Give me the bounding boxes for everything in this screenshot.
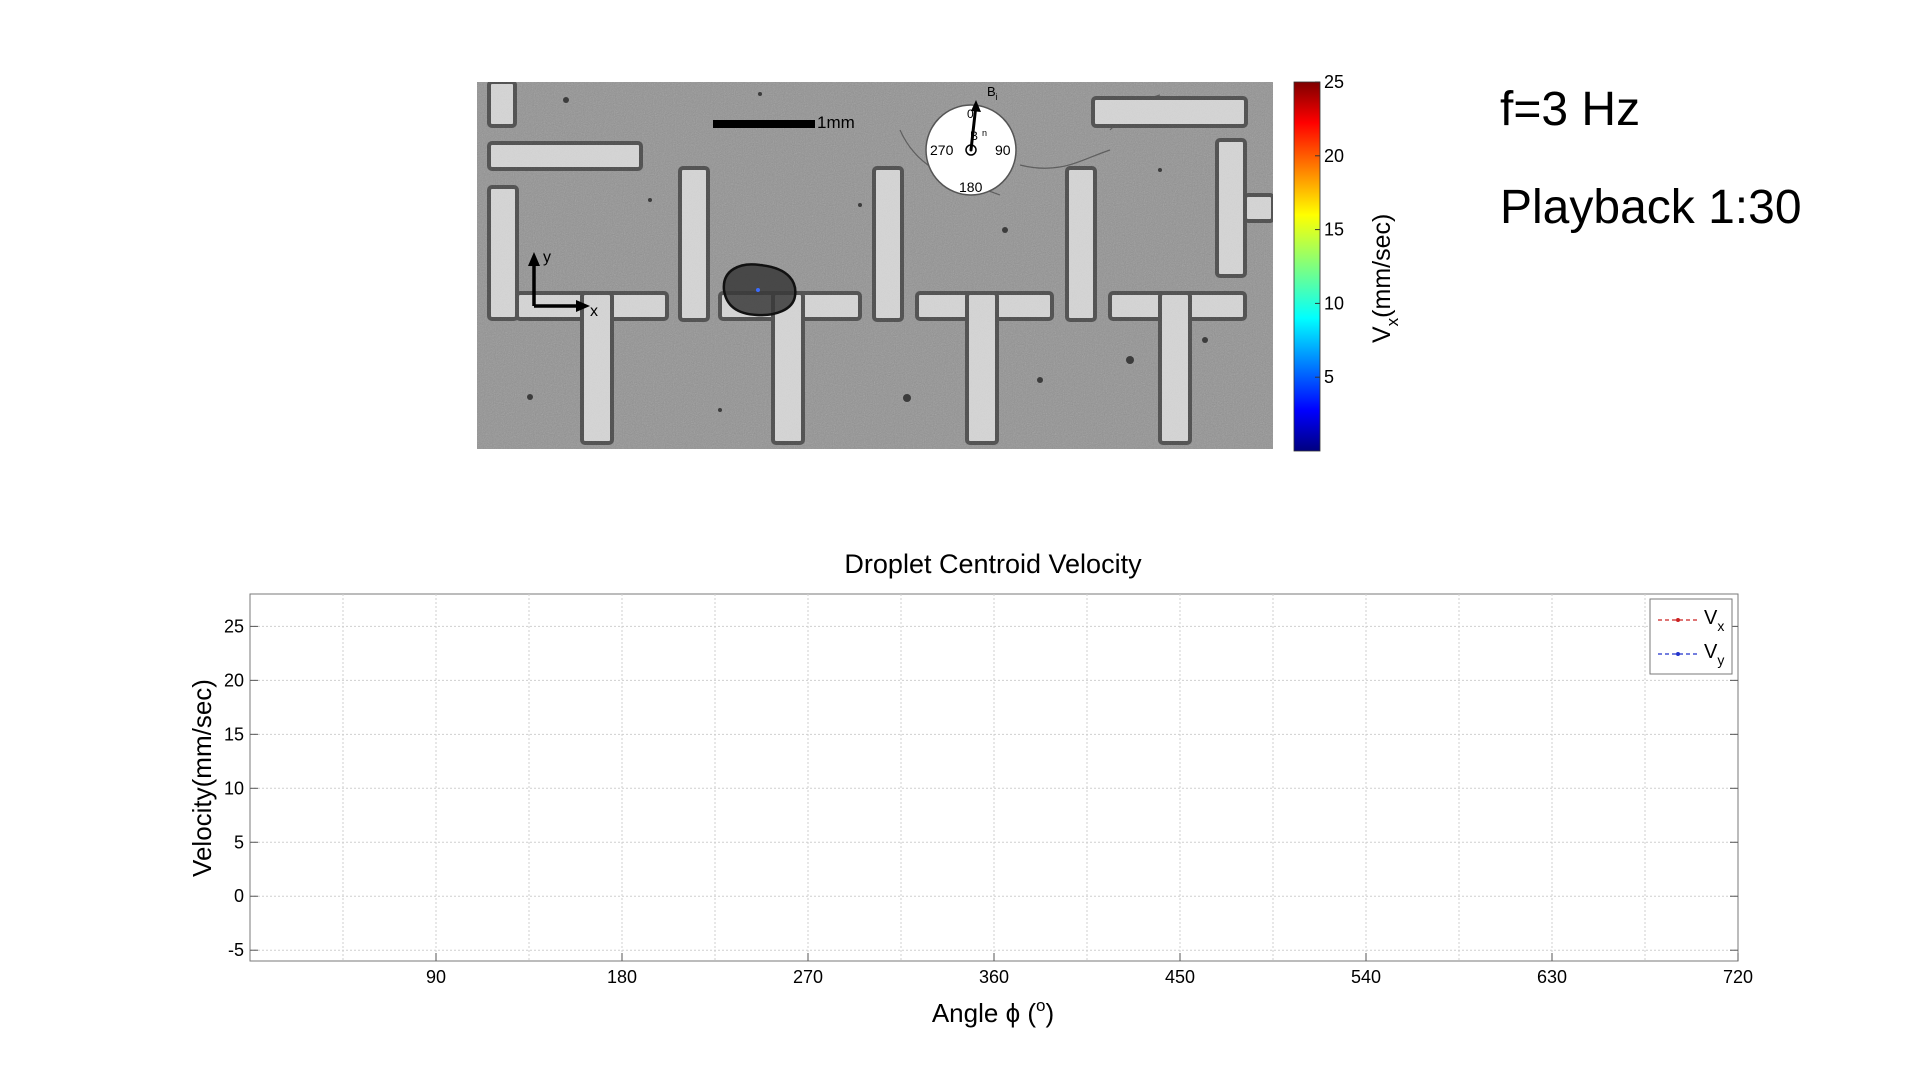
playback-label: Playback 1:30: [1500, 181, 1802, 234]
chart-title: Droplet Centroid Velocity: [844, 549, 1142, 579]
x-tick-label: 270: [793, 967, 823, 987]
plot-area: [249, 593, 1739, 962]
y-tick-label: 10: [224, 778, 244, 798]
colorbar-label: Vx(mm/sec): [1368, 214, 1402, 343]
svg-text:Vy: Vy: [1704, 641, 1724, 668]
y-tick-label: 25: [224, 616, 244, 636]
x-tick-label: 720: [1723, 967, 1753, 987]
y-axis-arrowhead: [528, 252, 540, 266]
x-axis-arrowhead: [576, 300, 590, 312]
legend: Vx Vy: [1649, 598, 1733, 675]
x-tick-label: 180: [607, 967, 637, 987]
y-tick-label: 20: [224, 670, 244, 690]
legend-entry-vy: Vy: [1658, 641, 1724, 668]
axes-x-label: x: [590, 303, 598, 320]
y-axis-label: Velocity(mm/sec): [187, 679, 217, 877]
colorbar-tick-label: 15: [1324, 220, 1344, 240]
x-tick-label: 360: [979, 967, 1009, 987]
y-tick-label: 15: [224, 724, 244, 744]
y-tick-label: -5: [228, 940, 244, 960]
y-tick-label: 0: [234, 886, 244, 906]
colorbar-tick-label: 10: [1324, 293, 1344, 313]
svg-text:Vx: Vx: [1704, 607, 1724, 634]
y-tick-label: 5: [234, 832, 244, 852]
compass-angle-270: 270: [930, 142, 954, 158]
x-axis-label: Angle ϕ (o): [932, 996, 1054, 1028]
velocity-chart: Droplet Centroid Velocity 90 180 270 360 450…: [187, 549, 1753, 1028]
legend-box: [1649, 598, 1733, 675]
colorbar-tick-label: 20: [1324, 146, 1344, 166]
colorbar-tick-label: 25: [1324, 72, 1344, 92]
droplet-centroid: [756, 288, 760, 292]
compass-field-label: Bi: [987, 84, 998, 102]
x-tick-label: 90: [426, 967, 446, 987]
scale-bar: [713, 120, 815, 128]
colorbar-gradient: [1293, 81, 1321, 452]
x-tick-label: 540: [1351, 967, 1381, 987]
x-tick-label: 630: [1537, 967, 1567, 987]
colorbar: 5 10 15 20 25 Vx(mm/sec): [1293, 72, 1402, 452]
compass-angle-0: 0: [967, 107, 974, 121]
legend-entry-vx: Vx: [1658, 607, 1724, 634]
dust-specks: [527, 92, 1208, 412]
frequency-label: f=3 Hz: [1500, 83, 1641, 136]
axes-y-label: y: [543, 249, 551, 266]
x-tick-label: 450: [1165, 967, 1195, 987]
coordinate-axes: [532, 262, 580, 308]
scale-bar-label: 1mm: [817, 113, 855, 132]
compass-angle-90: 90: [995, 142, 1011, 158]
compass-angle-180: 180: [959, 179, 983, 195]
colorbar-tick-label: 5: [1324, 367, 1334, 387]
grid-lines: [250, 594, 1738, 961]
